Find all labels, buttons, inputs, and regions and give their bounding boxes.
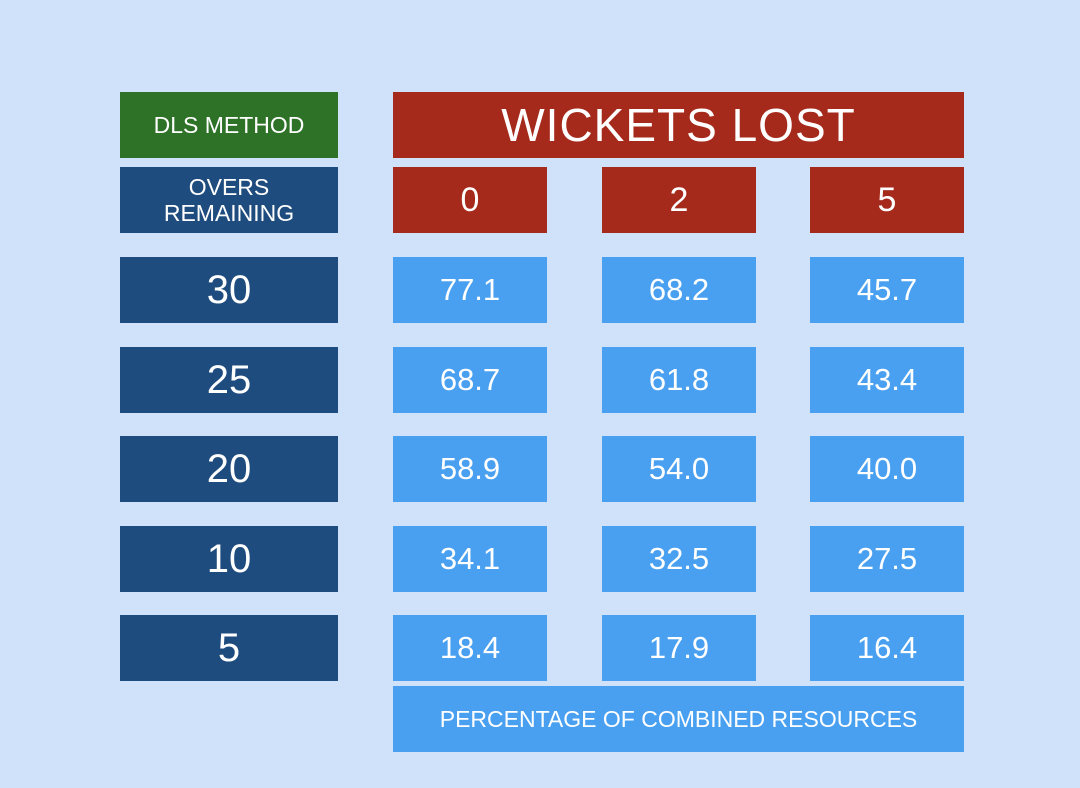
overs-value: 25 bbox=[206, 357, 252, 402]
dls-method-label: DLS METHOD bbox=[120, 92, 338, 158]
resource-value: 45.7 bbox=[856, 272, 918, 307]
resource-cell: 54.0 bbox=[602, 436, 756, 502]
resource-value: 32.5 bbox=[648, 541, 710, 576]
resource-cell: 43.4 bbox=[810, 347, 964, 413]
resource-cell: 58.9 bbox=[393, 436, 547, 502]
dls-method-text: DLS METHOD bbox=[153, 111, 305, 138]
resource-cell: 40.0 bbox=[810, 436, 964, 502]
percentage-resources-footer: PERCENTAGE OF COMBINED RESOURCES bbox=[393, 686, 964, 752]
overs-value: 20 bbox=[206, 446, 252, 491]
resource-value: 34.1 bbox=[439, 541, 501, 576]
resource-value: 17.9 bbox=[648, 630, 710, 665]
resource-cell: 17.9 bbox=[602, 615, 756, 681]
wickets-col-5: 5 bbox=[810, 167, 964, 233]
resource-cell: 45.7 bbox=[810, 257, 964, 323]
wickets-col-label: 0 bbox=[460, 180, 480, 219]
wickets-col-2: 2 bbox=[602, 167, 756, 233]
wickets-lost-title: WICKETS LOST bbox=[393, 92, 964, 158]
resource-value: 68.2 bbox=[648, 272, 710, 307]
wickets-col-label: 2 bbox=[669, 180, 689, 219]
overs-remaining-text: OVERS REMAINING bbox=[163, 173, 295, 226]
resource-value: 27.5 bbox=[856, 541, 918, 576]
resource-cell: 68.2 bbox=[602, 257, 756, 323]
resource-value: 58.9 bbox=[439, 451, 501, 486]
overs-value: 30 bbox=[206, 267, 252, 312]
overs-remaining-header: OVERS REMAINING bbox=[120, 167, 338, 233]
resource-cell: 32.5 bbox=[602, 526, 756, 592]
resource-cell: 16.4 bbox=[810, 615, 964, 681]
wickets-col-0: 0 bbox=[393, 167, 547, 233]
resource-cell: 61.8 bbox=[602, 347, 756, 413]
overs-row-header: 20 bbox=[120, 436, 338, 502]
overs-row-header: 30 bbox=[120, 257, 338, 323]
resource-value: 16.4 bbox=[856, 630, 918, 665]
resource-cell: 77.1 bbox=[393, 257, 547, 323]
resource-value: 61.8 bbox=[648, 362, 710, 397]
resource-value: 18.4 bbox=[439, 630, 501, 665]
overs-row-header: 10 bbox=[120, 526, 338, 592]
resource-cell: 27.5 bbox=[810, 526, 964, 592]
overs-value: 10 bbox=[206, 536, 252, 581]
resource-value: 54.0 bbox=[648, 451, 710, 486]
resource-value: 43.4 bbox=[856, 362, 918, 397]
resource-cell: 18.4 bbox=[393, 615, 547, 681]
resource-value: 40.0 bbox=[856, 451, 918, 486]
resource-value: 77.1 bbox=[439, 272, 501, 307]
resource-value: 68.7 bbox=[439, 362, 501, 397]
overs-row-header: 25 bbox=[120, 347, 338, 413]
overs-row-header: 5 bbox=[120, 615, 338, 681]
wickets-lost-text: WICKETS LOST bbox=[501, 99, 856, 151]
overs-value: 5 bbox=[217, 625, 241, 670]
footer-text: PERCENTAGE OF COMBINED RESOURCES bbox=[439, 705, 918, 732]
resource-cell: 34.1 bbox=[393, 526, 547, 592]
wickets-col-label: 5 bbox=[877, 180, 897, 219]
resource-cell: 68.7 bbox=[393, 347, 547, 413]
